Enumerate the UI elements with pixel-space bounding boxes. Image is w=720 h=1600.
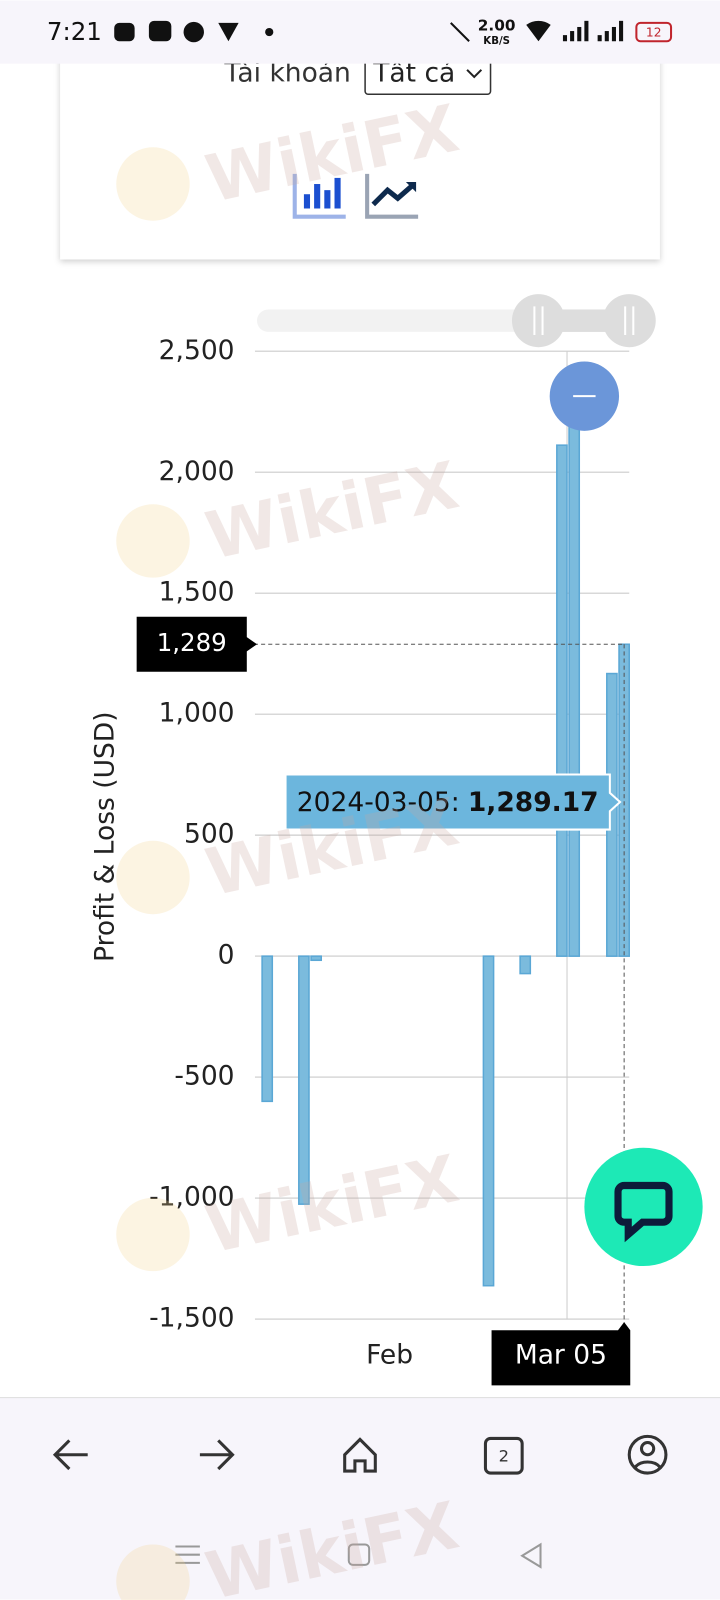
- bar: [310, 955, 323, 962]
- sys-back[interactable]: [520, 1542, 542, 1569]
- signal-icons: [526, 20, 624, 42]
- filter-card: [60, 41, 660, 260]
- sys-home[interactable]: [347, 1543, 371, 1566]
- watermark-logo: [116, 1197, 190, 1272]
- tooltip-value: 1,289.17: [468, 787, 599, 818]
- watermark-logo: [116, 840, 190, 915]
- bar: [261, 955, 274, 1103]
- y-tick-label: 2,500: [159, 335, 235, 366]
- chat-icon: [614, 1181, 673, 1243]
- battery-level: 12: [646, 26, 662, 40]
- y-tick-label: -1,500: [149, 1303, 234, 1334]
- watermark-logo: [116, 1544, 190, 1600]
- tooltip: 2024-03-05: 1,289.17: [297, 787, 599, 818]
- x-label-box: [491, 1322, 631, 1386]
- home-button[interactable]: [343, 1437, 377, 1473]
- tabs-button[interactable]: [483, 1436, 524, 1475]
- handle-grips: [533, 306, 635, 335]
- crosshair-label: 1,289: [157, 628, 227, 657]
- net-speed: 2.00: [478, 16, 516, 34]
- x-tick-label: Feb: [366, 1339, 413, 1370]
- status-icons: [114, 20, 470, 43]
- bar: [298, 955, 310, 1205]
- zoom-handle[interactable]: [602, 294, 656, 348]
- tooltip-date: 2024-03-05:: [297, 787, 460, 818]
- bar: [568, 423, 581, 957]
- y-tick-label: 500: [184, 819, 235, 850]
- sys-menu[interactable]: [175, 1545, 200, 1564]
- watermark-logo: [116, 147, 190, 221]
- y-tick-label: 0: [218, 940, 235, 971]
- y-tick-label: 1,500: [159, 577, 235, 608]
- y-tick-label: -1,000: [149, 1182, 234, 1213]
- y-tick-label: 1,000: [159, 698, 235, 729]
- zoom-handle[interactable]: [511, 294, 565, 348]
- x-crosshair-label: Mar 05: [515, 1339, 607, 1370]
- select-caret: [466, 69, 483, 79]
- profile-button[interactable]: [627, 1434, 668, 1475]
- bar-chart-toggle[interactable]: [292, 173, 346, 219]
- line-chart-toggle[interactable]: [365, 173, 419, 219]
- tabs-count: 2: [499, 1446, 509, 1465]
- tooltip-box: [284, 773, 622, 831]
- chart: -1,500 -1,000 -500 0 500 1,000 1,500 2,000 2,500…: [90, 335, 631, 1386]
- watermark-logo: [116, 504, 190, 578]
- forward-button[interactable]: [199, 1439, 235, 1471]
- bar: [519, 955, 532, 975]
- y-axis-title: Profit & Loss (USD): [90, 711, 121, 961]
- y-tick-label: 2,000: [159, 456, 235, 487]
- battery: [635, 21, 673, 43]
- bar: [482, 955, 495, 1287]
- bar: [556, 444, 568, 957]
- back-button[interactable]: [52, 1439, 88, 1471]
- y-tick-label: -500: [174, 1061, 234, 1092]
- chat-button[interactable]: [584, 1147, 703, 1267]
- net-unit: KB/S: [483, 36, 510, 47]
- status-time: 7:21: [47, 17, 102, 46]
- crosshair-label-box: [136, 616, 257, 672]
